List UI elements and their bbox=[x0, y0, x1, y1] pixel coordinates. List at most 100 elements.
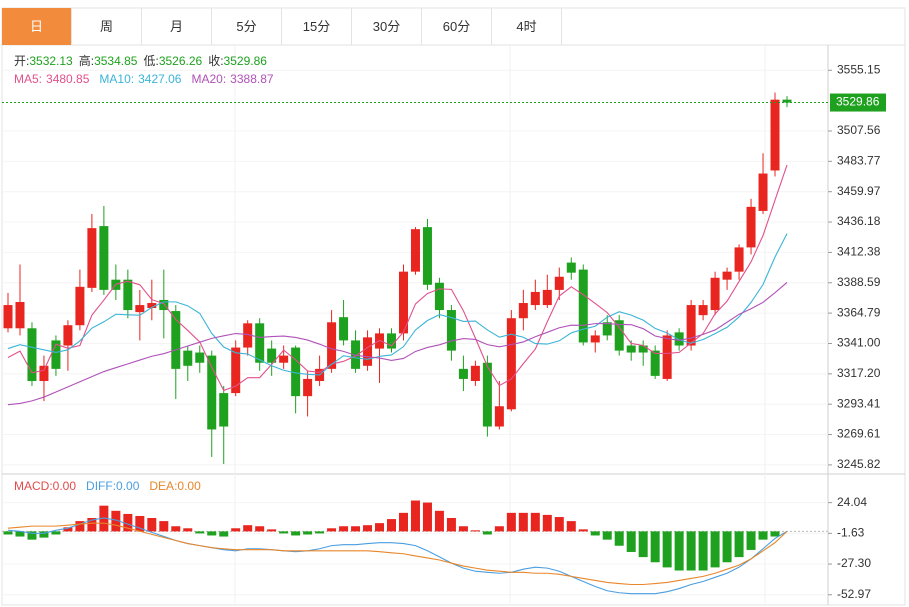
ma-line bbox=[7, 281, 788, 406]
candle-body bbox=[123, 279, 133, 311]
macd-legend: MACD:0.00 DIFF:0.00 DEA:0.00 bbox=[14, 479, 201, 493]
macd-bar bbox=[171, 526, 181, 532]
candle-body bbox=[614, 320, 624, 351]
macd-bar bbox=[542, 514, 552, 532]
candle-body bbox=[267, 348, 277, 363]
candle-body bbox=[363, 337, 373, 366]
ohlc-value: 3526.26 bbox=[159, 54, 203, 68]
ohlc-label: 高: bbox=[79, 53, 94, 68]
macd-bar bbox=[135, 515, 145, 532]
macd-bar bbox=[662, 531, 672, 568]
legend-value: 0.00 bbox=[116, 479, 140, 493]
candle-body bbox=[135, 305, 145, 313]
macd-bar bbox=[614, 531, 624, 546]
y-tick-label: 3436.18 bbox=[837, 214, 881, 228]
macd-bar bbox=[87, 517, 97, 532]
macd-bar bbox=[602, 531, 612, 540]
candle-body bbox=[39, 365, 49, 381]
y-tick-label: -1.63 bbox=[837, 526, 865, 540]
period-tab[interactable]: 15分 bbox=[282, 8, 352, 45]
candle-body bbox=[207, 355, 217, 430]
y-tick-label: 3507.56 bbox=[837, 123, 881, 137]
macd-bar bbox=[698, 531, 708, 571]
macd-bar bbox=[183, 528, 193, 532]
legend-name: MACD: bbox=[14, 479, 53, 493]
macd-bar bbox=[446, 517, 456, 532]
macd-bar bbox=[758, 531, 768, 540]
macd-bar bbox=[530, 512, 540, 532]
candle-body bbox=[530, 291, 540, 306]
y-tick-label: -27.30 bbox=[837, 556, 871, 570]
period-tab[interactable]: 月 bbox=[142, 8, 212, 45]
macd-bar bbox=[15, 531, 25, 537]
period-tab[interactable]: 日 bbox=[2, 8, 72, 45]
macd-bar bbox=[578, 529, 588, 532]
macd-bar bbox=[231, 528, 241, 532]
period-tabs: 日 周 月 5分 15分 30分 60分 4时 bbox=[2, 8, 562, 45]
macd-bar bbox=[410, 500, 420, 532]
macd-line bbox=[7, 517, 788, 595]
period-tab[interactable]: 4时 bbox=[492, 8, 562, 45]
candle-body bbox=[291, 347, 301, 397]
candle-body bbox=[626, 345, 636, 353]
last-price-label: 3529.86 bbox=[836, 95, 880, 109]
macd-bar bbox=[267, 529, 277, 532]
last-price-box bbox=[830, 93, 886, 112]
macd-bar bbox=[518, 512, 528, 532]
y-tick-label: 3388.59 bbox=[837, 275, 881, 289]
candle-body bbox=[183, 350, 193, 366]
candle-body bbox=[171, 311, 181, 369]
macd-bar bbox=[494, 526, 504, 532]
candle-body bbox=[734, 247, 744, 272]
candle-body bbox=[3, 305, 13, 329]
macd-bar bbox=[626, 531, 636, 552]
macd-bar bbox=[219, 531, 229, 537]
period-tab[interactable]: 60分 bbox=[422, 8, 492, 45]
ohlc-legend: 开:3532.13 高:3534.85 低:3526.26 收:3529.86 bbox=[14, 53, 267, 68]
candle-body bbox=[219, 393, 229, 427]
candle-body bbox=[51, 340, 61, 369]
macd-bar bbox=[207, 531, 217, 536]
macd-bar bbox=[75, 521, 85, 532]
macd-bar bbox=[339, 526, 349, 532]
candle-body bbox=[159, 299, 169, 311]
macd-bar bbox=[375, 523, 385, 532]
ma-value: 3388.87 bbox=[230, 72, 274, 86]
candle-body bbox=[758, 173, 768, 211]
candle-body bbox=[87, 228, 97, 288]
macd-bar bbox=[638, 531, 648, 558]
macd-bar bbox=[111, 510, 121, 532]
candle-body bbox=[75, 286, 85, 326]
macd-bar bbox=[147, 517, 157, 532]
macd-bar bbox=[123, 513, 133, 532]
macd-bar bbox=[710, 531, 720, 568]
period-tab[interactable]: 30分 bbox=[352, 8, 422, 45]
macd-bar bbox=[291, 531, 301, 536]
candle-body bbox=[482, 362, 492, 427]
period-tab[interactable]: 5分 bbox=[212, 8, 282, 45]
candle-body bbox=[147, 303, 157, 309]
candle-body bbox=[410, 229, 420, 272]
ma-legend: MA5: 3480.85 MA10: 3427.06 MA20: 3388.87 bbox=[14, 72, 274, 86]
macd-bar bbox=[159, 521, 169, 532]
candle-body bbox=[506, 318, 516, 410]
macd-bar bbox=[722, 531, 732, 563]
macd-bar bbox=[566, 521, 576, 532]
y-tick-label: 3459.97 bbox=[837, 184, 881, 198]
candle-body bbox=[746, 206, 756, 248]
macd-bar bbox=[387, 519, 397, 532]
candle-body bbox=[722, 271, 732, 280]
candle-body bbox=[698, 305, 708, 316]
candle-body bbox=[662, 335, 672, 379]
macd-bar bbox=[327, 528, 337, 532]
y-tick-label: 3483.77 bbox=[837, 154, 881, 168]
candle-body bbox=[351, 340, 361, 369]
candle-body bbox=[674, 332, 684, 346]
legend-value: 0.00 bbox=[177, 479, 201, 493]
legend-name: DEA: bbox=[149, 479, 177, 493]
frame bbox=[1, 7, 906, 606]
ma-name: MA5: bbox=[14, 72, 42, 86]
macd-bar bbox=[243, 525, 253, 532]
period-tab[interactable]: 周 bbox=[72, 8, 142, 45]
